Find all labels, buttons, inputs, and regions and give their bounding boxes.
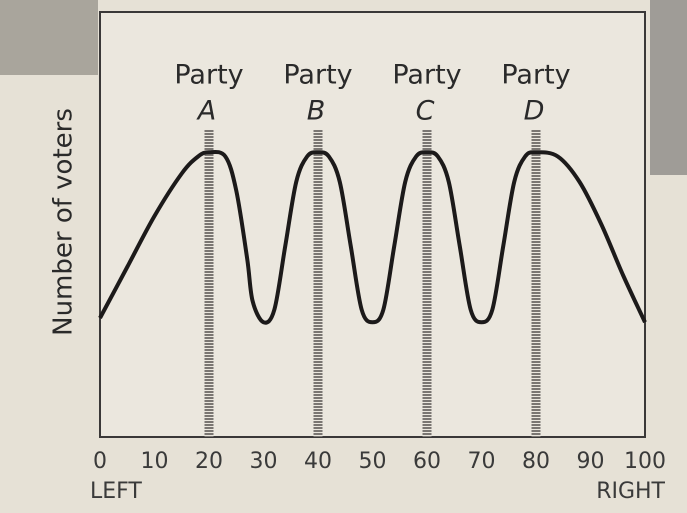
party-label: Party <box>283 60 352 91</box>
x-end-label: LEFT <box>90 479 142 504</box>
x-tick-label: 80 <box>522 449 550 474</box>
party-label: Party <box>174 60 243 91</box>
x-tick-label: 10 <box>141 449 169 474</box>
x-tick-label: 0 <box>93 449 107 474</box>
x-tick-label: 100 <box>624 449 666 474</box>
x-tick-label: 60 <box>413 449 441 474</box>
photo-edge <box>650 0 687 175</box>
x-tick-label: 70 <box>468 449 496 474</box>
x-tick-label: 40 <box>304 449 332 474</box>
x-tick-label: 90 <box>577 449 605 474</box>
y-axis-label: Number of voters <box>49 108 79 336</box>
x-tick-label: 20 <box>195 449 223 474</box>
chart: Number of voters 0 10 20 30 40 50 60 70 80 90 100 L… <box>0 0 687 513</box>
photo-edge <box>0 0 98 75</box>
party-label: B <box>307 96 326 127</box>
party-label: A <box>196 96 216 127</box>
x-end-label: RIGHT <box>596 479 665 504</box>
party-label: Party <box>501 60 570 91</box>
x-tick-label: 50 <box>359 449 387 474</box>
x-tick-label: 30 <box>250 449 278 474</box>
party-label: D <box>524 96 545 127</box>
party-label: Party <box>392 60 461 91</box>
party-label: C <box>416 96 435 127</box>
